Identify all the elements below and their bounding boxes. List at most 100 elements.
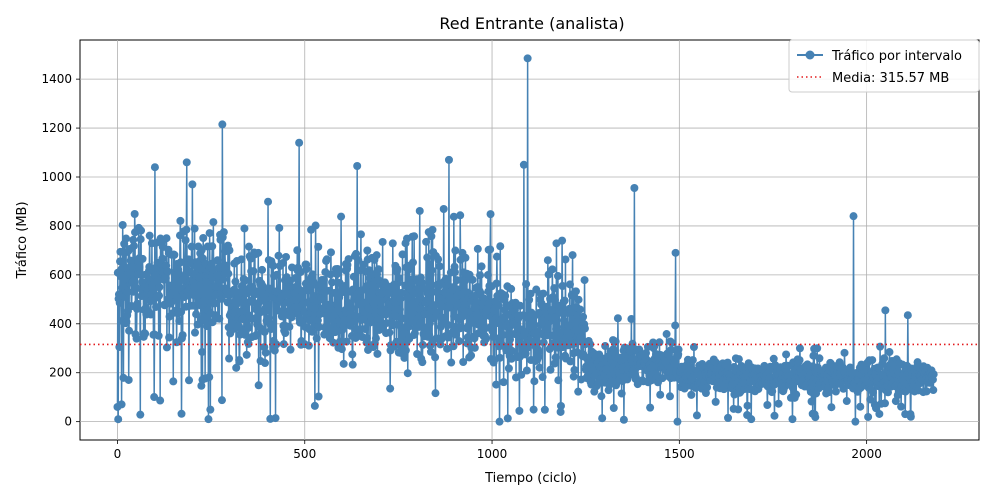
data-point [286, 345, 295, 354]
data-point [176, 258, 185, 267]
data-point [558, 282, 567, 290]
data-point [138, 254, 147, 263]
plot-area [79, 39, 980, 441]
data-point [671, 321, 680, 330]
data-point [906, 412, 915, 421]
data-point [202, 278, 211, 287]
data-point [724, 413, 733, 422]
data-point [356, 230, 365, 239]
data-point [398, 250, 407, 259]
data-point [224, 269, 233, 278]
data-point [492, 380, 501, 389]
data-point [242, 350, 251, 359]
x-tick-label: 0 [114, 447, 122, 461]
data-point [417, 278, 426, 287]
data-point [122, 317, 131, 326]
data-point [363, 246, 372, 255]
data-point [662, 330, 671, 339]
data-point [190, 224, 199, 233]
data-point [526, 289, 535, 298]
data-point [811, 413, 820, 422]
data-point [667, 338, 676, 347]
data-point [181, 236, 190, 245]
data-point [535, 347, 544, 356]
data-point [445, 303, 454, 312]
data-point [131, 283, 140, 292]
data-point [219, 228, 228, 237]
data-point [570, 365, 579, 374]
data-point [118, 221, 127, 229]
data-point [237, 255, 246, 264]
data-point [332, 326, 341, 335]
data-point [310, 401, 319, 410]
data-point [210, 299, 219, 308]
data-point [842, 397, 851, 406]
data-point [267, 321, 276, 330]
data-point [319, 275, 328, 284]
data-point [424, 294, 433, 303]
data-point [688, 356, 697, 365]
data-point [580, 276, 589, 285]
data-point [441, 274, 450, 283]
y-tick-label: 1400 [41, 72, 72, 86]
data-point [492, 252, 501, 261]
x-axis-label: Tiempo (ciclo) [484, 471, 577, 486]
data-point [236, 307, 245, 316]
data-point [743, 401, 752, 410]
data-point [546, 365, 555, 374]
data-point [448, 285, 457, 294]
data-point [503, 414, 512, 423]
data-point [314, 242, 323, 251]
data-point [339, 359, 348, 368]
data-point [145, 231, 154, 240]
data-point [496, 242, 505, 251]
data-point [569, 372, 578, 381]
data-point [540, 405, 549, 414]
data-point [851, 417, 860, 426]
data-point [182, 158, 191, 167]
data-point [274, 251, 283, 260]
data-point [270, 346, 279, 355]
data-point [734, 355, 743, 364]
data-point [831, 387, 840, 396]
data-point [827, 403, 836, 412]
data-point [539, 338, 548, 347]
data-point [434, 255, 443, 264]
data-point [114, 415, 123, 424]
data-point [692, 411, 701, 420]
data-point [372, 251, 381, 260]
data-point [124, 375, 133, 384]
legend: Tráfico por intervalo Media: 315.57 MB [788, 39, 980, 93]
data-point [198, 347, 207, 356]
data-point [689, 343, 698, 352]
data-point [642, 349, 650, 358]
data-point [192, 310, 201, 319]
data-point [206, 405, 215, 414]
data-point [202, 322, 211, 331]
data-point [141, 329, 150, 338]
data-point [530, 377, 539, 386]
data-point [337, 212, 346, 221]
data-point [525, 295, 534, 304]
data-point [123, 287, 132, 296]
data-point [165, 333, 174, 342]
data-point [348, 350, 357, 359]
y-tick-label: 600 [49, 268, 72, 282]
data-point [550, 284, 559, 293]
data-point [425, 260, 434, 269]
data-point [515, 406, 524, 415]
data-point [191, 328, 199, 337]
data-point [241, 330, 250, 339]
data-point [261, 359, 270, 368]
data-point [291, 274, 300, 283]
data-point [551, 313, 560, 322]
data-point [269, 261, 278, 270]
data-point [114, 290, 123, 299]
data-point [435, 262, 444, 271]
data-point [769, 354, 778, 363]
data-point [420, 310, 429, 319]
data-point [561, 255, 570, 264]
data-point [656, 390, 665, 399]
data-point [885, 348, 894, 357]
